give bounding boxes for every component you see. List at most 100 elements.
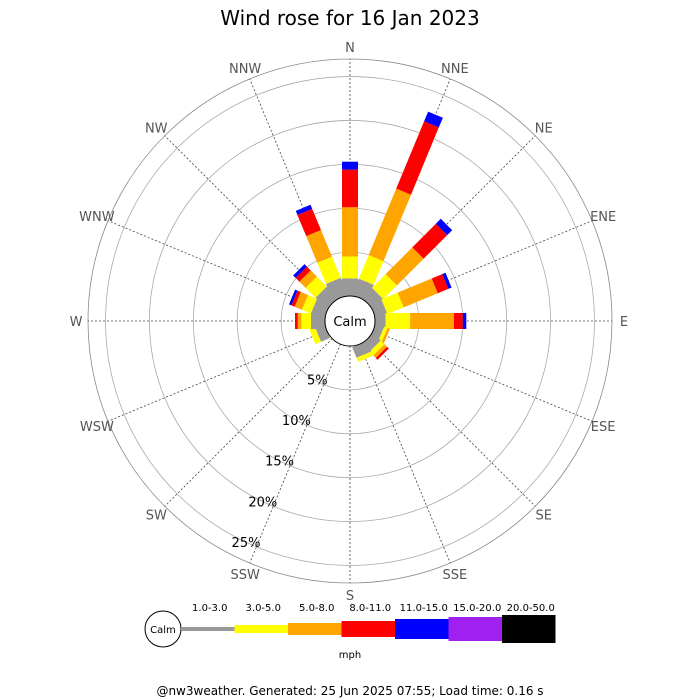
bar-w-bin-2 <box>301 313 311 329</box>
bar-nnw-bin-5 <box>295 204 313 215</box>
bar-wnw-bin-4 <box>291 290 301 307</box>
spoke-wsw <box>107 330 328 422</box>
bar-e-bin-2 <box>385 313 411 329</box>
bar-w-bin-3 <box>297 313 302 329</box>
bar-ne-bin-5 <box>435 218 453 236</box>
direction-label-se: SE <box>536 509 552 524</box>
ring-4 <box>149 120 551 522</box>
spoke-ene <box>372 220 593 312</box>
spoke-sw <box>164 338 333 507</box>
calm-center: Calm <box>324 295 376 347</box>
direction-label-ne: NE <box>535 121 553 136</box>
bar-nw-bin-4 <box>295 266 311 282</box>
bar-ne-bin-4 <box>412 223 448 259</box>
spoke-se <box>367 338 536 507</box>
direction-label-n: N <box>345 41 355 56</box>
legend-label-3: 5.0-8.0 <box>299 603 334 614</box>
ring-label-1: 5% <box>307 374 328 389</box>
footer-credit: @nw3weather. Generated: 25 Jun 2025 07:5… <box>156 684 544 698</box>
direction-label-w: W <box>70 315 83 330</box>
legend-label-1: 1.0-3.0 <box>192 603 227 614</box>
calm-label: Calm <box>333 315 366 330</box>
spoke-nw <box>164 135 333 304</box>
bar-e-bin-4 <box>454 313 463 329</box>
bar-nne-bin-4 <box>396 121 439 195</box>
bar-ese-bin-2 <box>378 326 388 343</box>
bar-ese-bin-3 <box>381 327 390 344</box>
direction-label-ene: ENE <box>590 210 616 225</box>
bar-nw-bin-5 <box>293 264 307 278</box>
bar-nnw-bin-3 <box>306 230 332 263</box>
bar-ne-bin-3 <box>385 247 424 286</box>
legend-swatch-5 <box>395 619 449 639</box>
bar-nw-bin-3 <box>299 270 317 288</box>
spoke-wnw <box>107 220 328 312</box>
direction-labels-layer: N NNE NE ENE E ESE SE SSE S SSW SW WSW W WNW NW NNW <box>70 41 629 604</box>
bar-nne-bin-5 <box>424 111 443 128</box>
bar-nw-bin-2 <box>305 276 327 298</box>
bar-se-bin-4 <box>375 346 389 360</box>
spoke-ne <box>367 135 536 304</box>
legend-label-4: 8.0-11.0 <box>349 603 391 614</box>
bar-se-bin-2 <box>369 340 385 356</box>
direction-label-wnw: WNW <box>79 210 115 225</box>
legend-swatch-7 <box>502 615 556 643</box>
bar-w-bin-5 <box>295 313 296 329</box>
bar-wnw-bin-3 <box>294 291 309 310</box>
bar-nnw-bin-2 <box>317 256 341 284</box>
direction-label-nnw: NNW <box>229 62 261 77</box>
legend: Calm 1.0-3.0 3.0-5.0 5.0-8.0 8.0-11.0 11.0-15… <box>144 603 556 661</box>
bar-n-bin-4 <box>342 169 358 208</box>
ring-5 <box>105 76 595 566</box>
bar-nnw-bin-4 <box>297 208 321 237</box>
legend-swatch-2 <box>234 625 288 633</box>
legend-unit: mph <box>339 650 361 661</box>
bars-layer <box>289 111 467 362</box>
chart-title: Wind rose for 16 Jan 2023 <box>220 6 480 30</box>
bar-n-bin-5 <box>342 161 358 170</box>
ring-label-3: 15% <box>265 455 294 470</box>
bar-nne-bin-3 <box>368 188 411 262</box>
legend-swatch-3 <box>288 623 342 635</box>
spoke-ese <box>372 330 593 422</box>
bar-nne-bin-2 <box>358 255 384 285</box>
bar-ene-bin-5 <box>442 272 452 289</box>
legend-swatch-4 <box>341 621 395 637</box>
legend-calm-label: Calm <box>150 625 176 636</box>
bar-e-bin-5 <box>462 313 467 329</box>
direction-label-sw: SW <box>146 509 167 524</box>
ring-label-2: 10% <box>282 414 311 429</box>
direction-label-nne: NNE <box>441 62 469 77</box>
bar-wsw-bin-2 <box>309 326 321 344</box>
direction-label-sse: SSE <box>442 568 467 583</box>
bar-ene-bin-3 <box>397 278 438 308</box>
bar-wnw-bin-2 <box>301 295 317 314</box>
legend-label-2: 3.0-5.0 <box>246 603 281 614</box>
direction-label-s: S <box>346 589 354 604</box>
spoke-sse <box>359 343 451 564</box>
bar-wnw-bin-5 <box>289 289 298 306</box>
ring-label-4: 20% <box>248 495 277 510</box>
bar-w-bin-4 <box>296 313 298 329</box>
direction-label-e: E <box>620 315 628 330</box>
legend-swatch-1 <box>181 627 235 631</box>
ring-label-5: 25% <box>232 536 261 551</box>
direction-label-wsw: WSW <box>80 420 114 435</box>
direction-label-ssw: SSW <box>230 568 260 583</box>
bar-n-bin-2 <box>342 256 358 279</box>
bar-sse-bin-2 <box>356 351 373 362</box>
bar-ne-bin-2 <box>372 274 397 299</box>
bar-se-bin-3 <box>373 344 387 358</box>
legend-label-6: 15.0-20.0 <box>453 603 501 614</box>
spoke-nnw <box>249 78 341 299</box>
bar-sse-bin-1 <box>352 341 372 358</box>
bar-e-bin-3 <box>410 313 454 329</box>
spoke-ssw <box>249 343 341 564</box>
bar-n-bin-3 <box>342 207 358 257</box>
legend-label-5: 11.0-15.0 <box>400 603 448 614</box>
bar-ene-bin-4 <box>431 274 449 294</box>
bar-nnw-bin-1 <box>326 277 348 301</box>
bar-ene-bin-2 <box>381 292 404 315</box>
legend-swatch-6 <box>448 617 502 641</box>
